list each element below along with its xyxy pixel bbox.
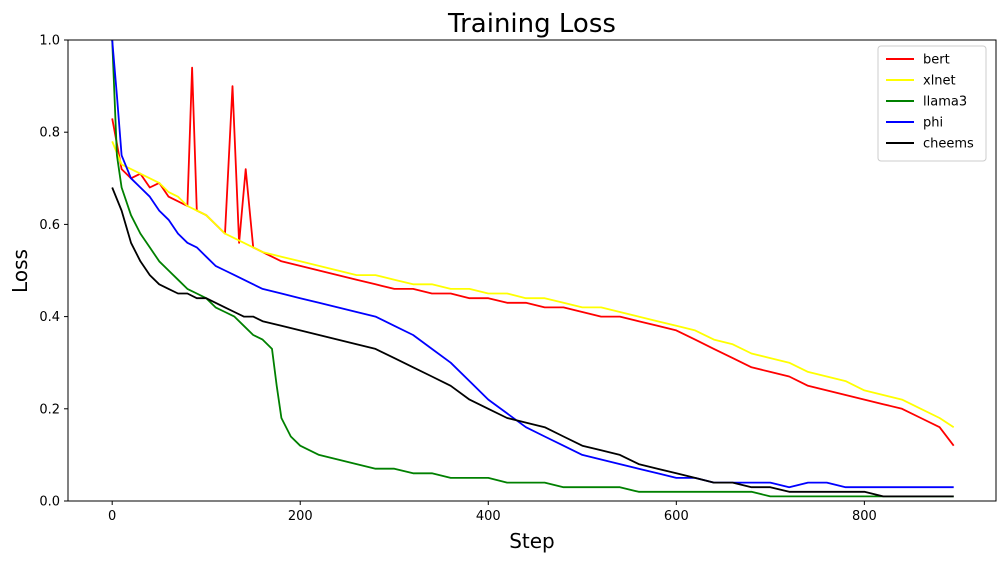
- legend-label-bert: bert: [923, 53, 950, 68]
- x-axis-label: Step: [509, 529, 555, 553]
- y-tick-label: 0.0: [39, 495, 60, 510]
- legend-label-phi: phi: [923, 116, 943, 131]
- y-tick-label: 0.2: [39, 402, 60, 417]
- legend: bert xlnet llama3 phi cheems: [877, 45, 987, 162]
- plot-area: [111, 40, 955, 498]
- legend-box: [877, 45, 987, 162]
- series-line-bert: [111, 66, 955, 447]
- y-axis-label: Loss: [8, 249, 32, 293]
- x-tick-label: 400: [476, 509, 501, 524]
- y-tick-label: 0.4: [39, 310, 60, 325]
- x-tick-label: 800: [852, 509, 877, 524]
- plot-frame: [67, 39, 997, 502]
- legend-label-xlnet: xlnet: [923, 74, 956, 89]
- legend-label-llama3: llama3: [923, 95, 967, 110]
- y-tick-label: 1.0: [39, 34, 60, 49]
- chart-title: Training Loss: [447, 9, 616, 39]
- legend-label-cheems: cheems: [923, 137, 974, 152]
- series-line-phi: [111, 40, 954, 489]
- series-line-llama3: [111, 40, 954, 498]
- y-tick-label: 0.6: [39, 218, 60, 233]
- x-tick-label: 0: [108, 509, 116, 524]
- x-tick-label: 200: [288, 509, 313, 524]
- series-line-xlnet: [111, 141, 955, 428]
- y-tick-label: 0.8: [39, 126, 60, 141]
- axes: 0 200 400 600 800 0.0 0.2 0.4 0.6 0.8 1.0: [39, 34, 997, 524]
- series-line-cheems: [111, 187, 954, 498]
- x-tick-label: 600: [664, 509, 689, 524]
